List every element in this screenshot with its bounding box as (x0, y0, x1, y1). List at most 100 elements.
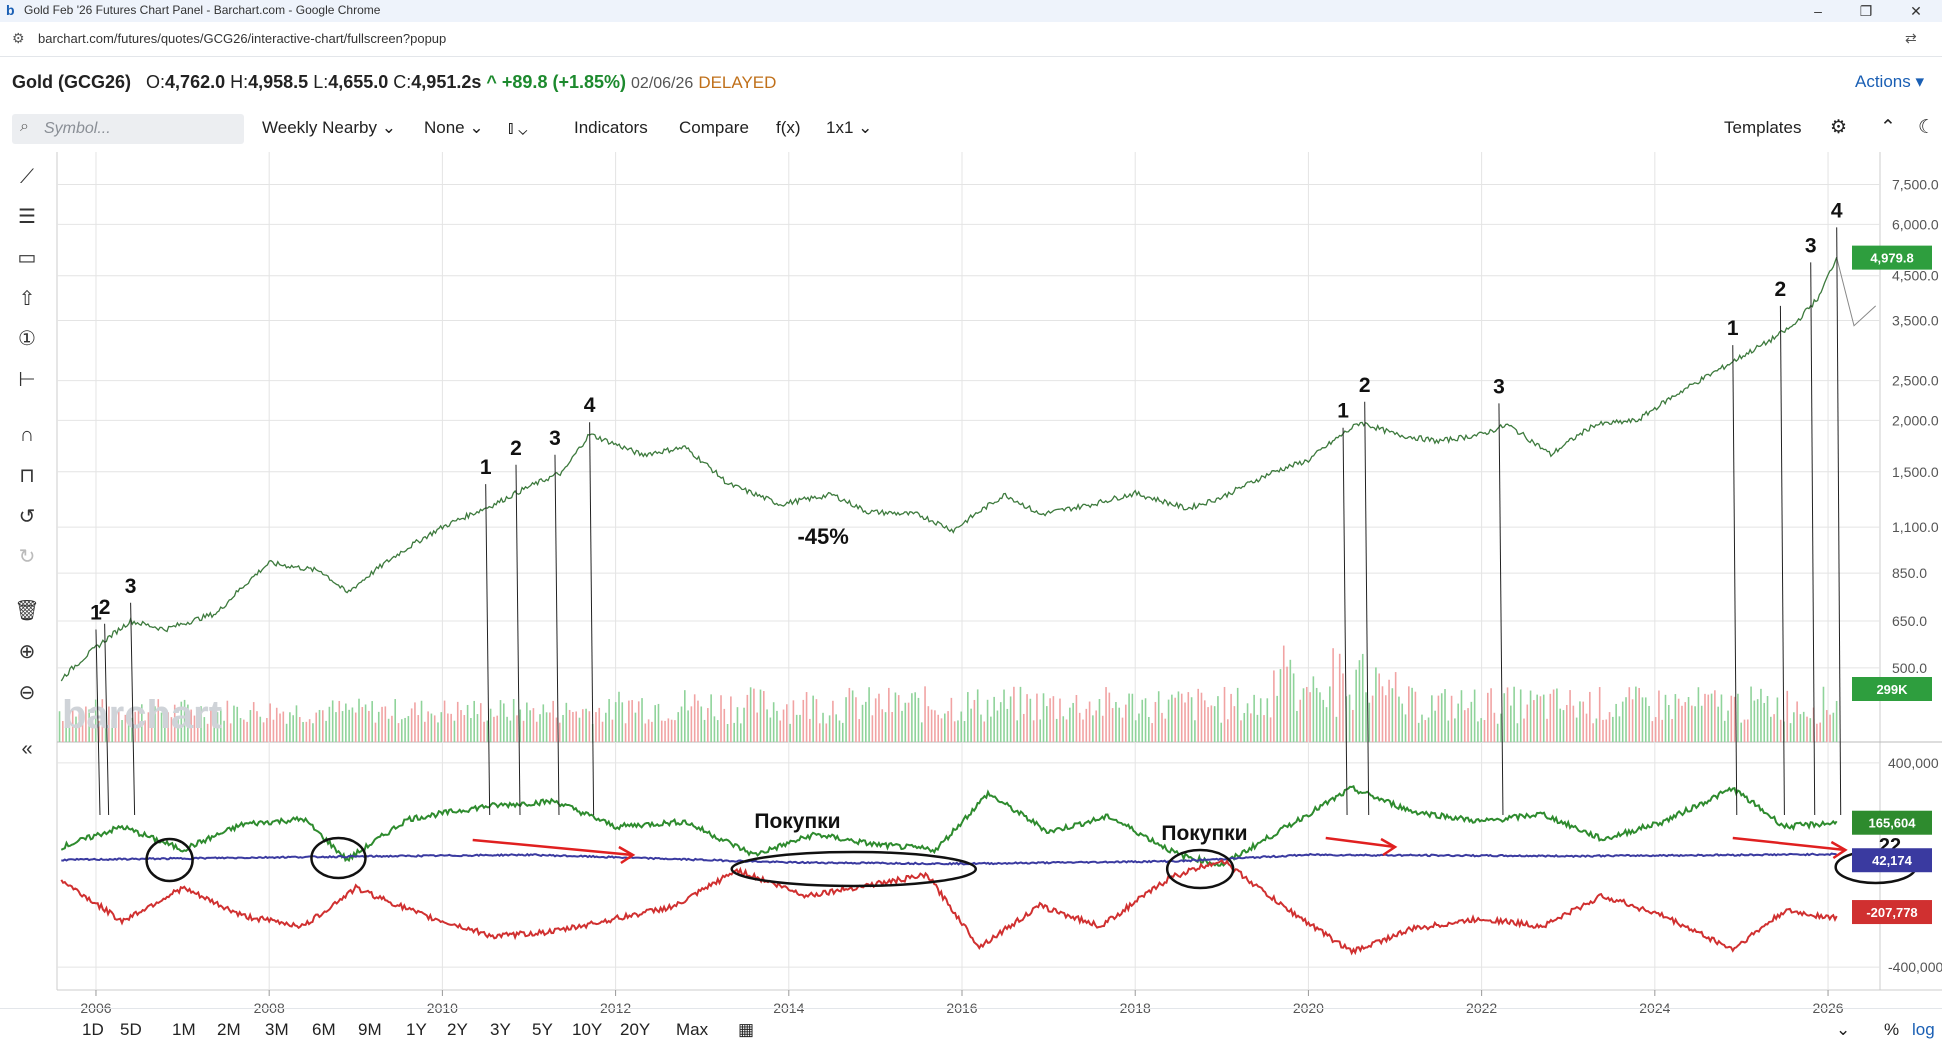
volume-bar (884, 712, 887, 742)
period-button-9m[interactable]: 9M (358, 1020, 382, 1039)
period-button-6m[interactable]: 6M (312, 1020, 336, 1039)
wave-vertical-line (1342, 427, 1348, 816)
chevron-down-icon[interactable]: ⌄ (1836, 1020, 1851, 1039)
gear-icon[interactable]: ⚙ (1830, 117, 1848, 138)
volume-bar (1404, 714, 1407, 742)
arrow-tool-icon[interactable]: ⇧ (18, 288, 36, 310)
compare-button[interactable]: Compare (679, 118, 749, 137)
lock-icon[interactable]: ⊓ (19, 465, 35, 487)
volume-bar (897, 695, 900, 742)
period-button-5y[interactable]: 5Y (532, 1020, 553, 1039)
volume-bar (1352, 709, 1354, 742)
volume-bar (124, 714, 127, 742)
magnet-icon[interactable]: ∩ (19, 424, 35, 446)
volume-bar (835, 714, 837, 742)
period-button-max[interactable]: Max (676, 1020, 709, 1039)
period-button-5d[interactable]: 5D (120, 1020, 142, 1039)
volume-bar (1408, 686, 1410, 742)
url-text[interactable]: barchart.com/futures/quotes/GCG26/intera… (38, 31, 447, 46)
period-button-3y[interactable]: 3Y (490, 1020, 511, 1039)
redo-icon[interactable]: ↻ (18, 546, 36, 568)
address-bar[interactable]: ⚙ barchart.com/futures/quotes/GCG26/inte… (0, 22, 1942, 57)
translate-icon[interactable]: ⇄ (1905, 30, 1917, 46)
volume-bar (736, 707, 739, 742)
fx-button[interactable]: f(x) (776, 118, 801, 137)
period-bar: 1D 5D 1M 2M 3M 6M 9M 1Y 2Y 3Y 5Y 10Y 20Y Max ▦ ⌄% log (0, 1008, 1942, 1047)
undo-icon[interactable]: ↺ (18, 506, 36, 528)
volume-bar (1467, 708, 1469, 742)
volume-bar (904, 702, 907, 742)
volume-bar (1305, 686, 1308, 742)
site-info-icon[interactable]: ⚙ (12, 30, 25, 46)
red-arrow-line (1325, 836, 1396, 849)
period-button-10y[interactable]: 10Y (572, 1020, 603, 1039)
layout-dropdown[interactable]: 1x1 ⌄ (826, 118, 872, 138)
volume-bar (1533, 700, 1535, 742)
volume-bar (1523, 718, 1525, 742)
volume-bar (614, 702, 617, 742)
log-scale-button[interactable]: log (1912, 1020, 1935, 1039)
volume-bar (1315, 687, 1318, 742)
indicators-button[interactable]: Indicators (574, 118, 648, 137)
interval-dropdown[interactable]: Weekly Nearby ⌄ (262, 118, 396, 138)
volume-bar (710, 694, 712, 742)
number-marker-icon[interactable]: ① (18, 328, 36, 350)
volume-bar (1651, 721, 1654, 742)
volume-bar (1292, 673, 1295, 742)
volume-bar (1671, 718, 1673, 742)
volume-bar (1714, 690, 1716, 742)
volume-bar (354, 712, 357, 742)
zoom-in-icon[interactable]: ⊕ (18, 641, 36, 663)
fib-tool-icon[interactable]: ☰ (18, 206, 36, 228)
minimize-button[interactable]: – (1814, 3, 1822, 19)
period-button-3m[interactable]: 3M (265, 1020, 289, 1039)
period-button-1y[interactable]: 1Y (406, 1020, 427, 1039)
volume-bar (1730, 695, 1733, 742)
rectangle-tool-icon[interactable]: ▭ (17, 247, 37, 269)
volume-bar (160, 712, 163, 742)
period-button-1m[interactable]: 1M (172, 1020, 196, 1039)
volume-bar (545, 712, 548, 742)
chart-type-dropdown[interactable]: ⫾ ⌄ (508, 118, 527, 138)
volume-bar (131, 717, 133, 742)
volume-bar (377, 711, 380, 742)
volume-bar (1246, 703, 1249, 742)
volume-bar (1194, 720, 1196, 742)
line-tool-icon[interactable]: ⟋ (20, 166, 34, 188)
trash-icon[interactable]: 🗑 (14, 600, 40, 622)
symbol-search-input[interactable]: ⌕ Symbol... (12, 114, 244, 144)
period-button-2m[interactable]: 2M (217, 1020, 241, 1039)
calendar-icon[interactable]: ▦ (738, 1020, 755, 1039)
period-button-1d[interactable]: 1D (82, 1020, 104, 1039)
zoom-out-icon[interactable]: ⊖ (18, 682, 36, 704)
volume-bar (1236, 687, 1239, 742)
overlay-label: None (424, 118, 465, 137)
volume-bar (598, 707, 601, 742)
close-button[interactable]: ✕ (1910, 3, 1922, 19)
overlay-dropdown[interactable]: None ⌄ (424, 118, 484, 138)
measure-tool-icon[interactable]: ⊢ (18, 369, 36, 391)
volume-bar (427, 711, 429, 742)
actions-menu[interactable]: Actions ▾ (1854, 72, 1924, 91)
period-button-2y[interactable]: 2Y (447, 1020, 468, 1039)
volume-bar (1394, 672, 1397, 742)
volume-bar (374, 722, 377, 742)
dark-mode-icon[interactable]: ☾ (1918, 117, 1936, 138)
volume-bar (1733, 696, 1736, 742)
collapse-up-icon[interactable]: ⌃ (1880, 117, 1896, 138)
volume-bar (1391, 688, 1394, 742)
projection-line (1836, 257, 1877, 327)
percent-scale-button[interactable]: % (1884, 1020, 1900, 1039)
high-value: 4,958.5 (248, 72, 309, 92)
volume-bar (229, 723, 232, 742)
templates-button[interactable]: Templates (1724, 118, 1802, 137)
volume-bar (1638, 687, 1640, 742)
volume-bar (1513, 686, 1515, 742)
collapse-left-icon[interactable]: « (21, 738, 33, 760)
period-button-20y[interactable]: 20Y (620, 1020, 651, 1039)
volume-bar (881, 709, 884, 742)
volume-bar (532, 708, 535, 742)
restore-button[interactable]: ❐ (1859, 3, 1873, 19)
volume-bar (861, 704, 864, 742)
